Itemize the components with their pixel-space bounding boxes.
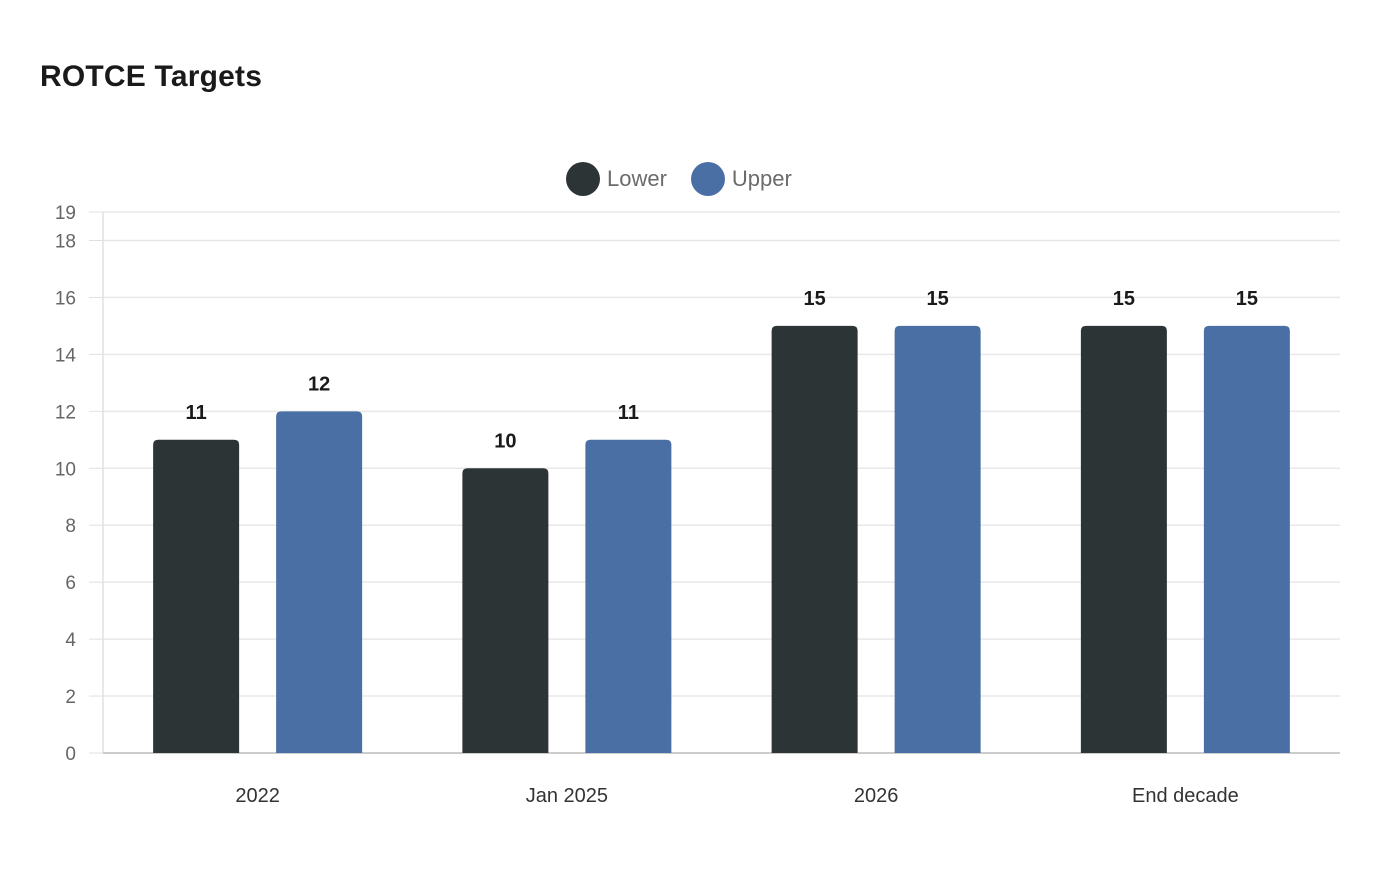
y-tick-label: 2 xyxy=(65,687,76,708)
y-tick-label: 16 xyxy=(55,288,76,309)
data-label: 15 xyxy=(1236,288,1258,310)
legend-label-upper: Upper xyxy=(731,166,792,191)
data-label: 11 xyxy=(186,402,207,424)
y-tick-label: 18 xyxy=(55,231,76,252)
y-tick-label: 6 xyxy=(65,573,76,594)
legend-label-lower: Lower xyxy=(607,166,667,191)
data-label: 15 xyxy=(927,288,949,310)
y-tick-label: 19 xyxy=(55,203,76,224)
data-label: 12 xyxy=(308,373,330,395)
bar-upper-2[interactable] xyxy=(894,325,981,753)
x-category-label: 2026 xyxy=(854,785,899,807)
x-category-label: End decade xyxy=(1132,785,1239,807)
y-tick-label: 4 xyxy=(65,630,76,651)
data-label: 10 xyxy=(494,430,516,452)
y-tick-label: 14 xyxy=(55,345,77,366)
bar-upper-3[interactable] xyxy=(1203,325,1290,753)
legend-swatch-lower xyxy=(566,162,600,196)
data-label: 11 xyxy=(618,402,639,424)
data-label: 15 xyxy=(1113,288,1135,310)
data-labels: 11 12 10 11 15 15 15 15 xyxy=(186,288,1258,452)
bar-lower-2[interactable] xyxy=(771,325,858,753)
legend: Lower Upper xyxy=(566,162,816,196)
bar-lower-0[interactable] xyxy=(153,439,240,753)
legend-item-upper[interactable]: Upper xyxy=(690,162,792,196)
y-tick-label: 0 xyxy=(65,744,76,765)
bars xyxy=(153,325,1290,753)
bar-lower-1[interactable] xyxy=(462,468,549,753)
y-tick-label: 12 xyxy=(55,402,76,423)
y-tick-label: 8 xyxy=(65,516,76,537)
y-tick-label: 10 xyxy=(55,459,76,480)
x-category-label: Jan 2025 xyxy=(526,785,608,807)
chart-title: ROTCE Targets xyxy=(40,60,263,93)
legend-item-lower[interactable]: Lower xyxy=(566,162,667,196)
x-category-label: 2022 xyxy=(235,785,280,807)
legend-swatch-upper xyxy=(690,162,725,196)
data-label: 15 xyxy=(804,288,826,310)
bar-upper-0[interactable] xyxy=(276,411,363,753)
bar-lower-3[interactable] xyxy=(1080,325,1167,753)
bar-upper-1[interactable] xyxy=(585,439,672,753)
